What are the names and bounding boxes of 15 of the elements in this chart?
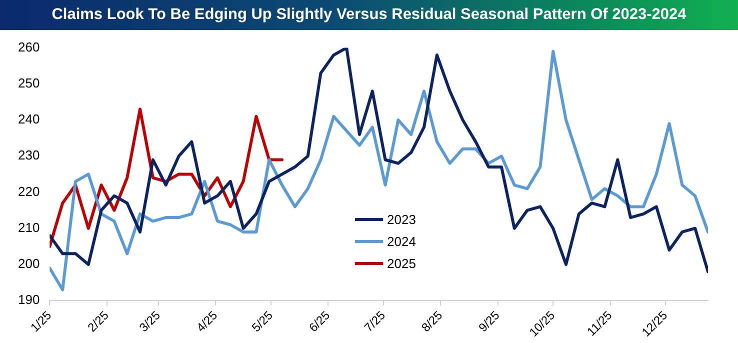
x-tick-label: 4/25 [194,308,220,335]
y-tick-label: 190 [18,292,40,308]
x-tick-label: 7/25 [362,308,388,335]
y-tick-label: 200 [18,256,40,272]
chart-title: Claims Look To Be Edging Up Slightly Versus Residual Seasonal Pattern Of 2023-2024 [0,0,738,30]
legend-label: 2023 [387,212,416,226]
legend-label: 2024 [387,234,416,248]
y-tick-label: 220 [18,184,40,199]
y-tick-label: 250 [18,75,40,90]
legend-label: 2025 [387,256,416,270]
y-tick-label: 230 [18,148,40,163]
x-tick-label: 6/25 [306,308,333,335]
y-tick-label: 260 [18,39,40,54]
y-tick-label: 240 [18,112,40,127]
y-tick-label: 210 [18,220,40,235]
